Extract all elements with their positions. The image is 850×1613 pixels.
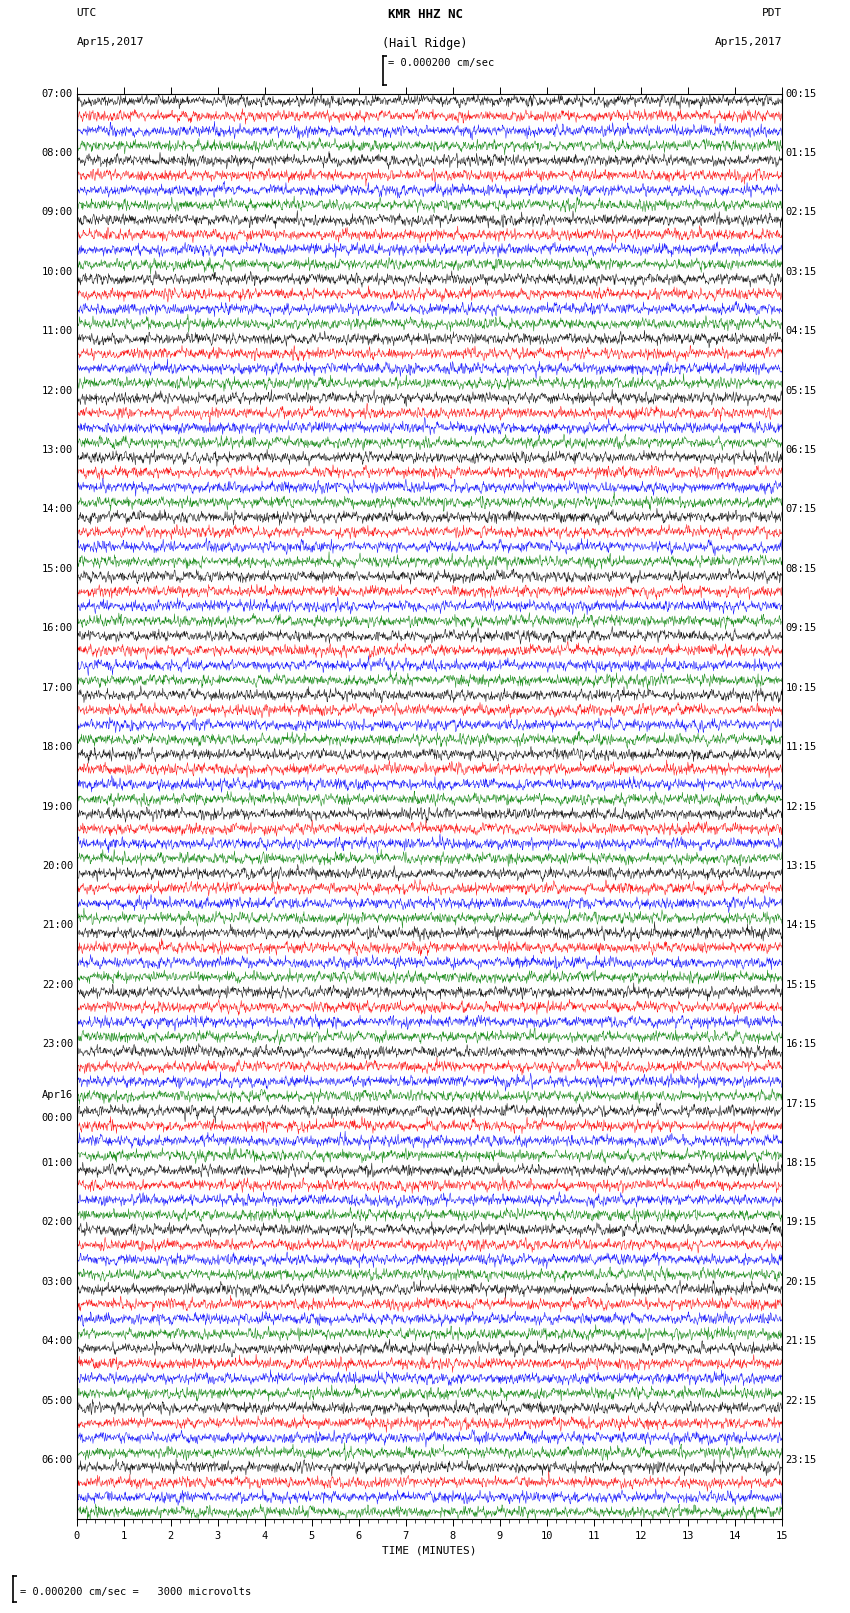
Text: 06:00: 06:00 — [42, 1455, 73, 1465]
Text: 17:00: 17:00 — [42, 682, 73, 692]
Text: 05:00: 05:00 — [42, 1395, 73, 1405]
Text: 20:15: 20:15 — [785, 1277, 817, 1287]
Text: 10:00: 10:00 — [42, 266, 73, 277]
Text: UTC: UTC — [76, 8, 97, 18]
Text: 10:15: 10:15 — [785, 682, 817, 692]
Text: 03:15: 03:15 — [785, 266, 817, 277]
Text: 16:00: 16:00 — [42, 623, 73, 634]
Text: Apr16: Apr16 — [42, 1090, 73, 1100]
Text: 04:00: 04:00 — [42, 1336, 73, 1347]
Text: 03:00: 03:00 — [42, 1277, 73, 1287]
Text: Apr15,2017: Apr15,2017 — [76, 37, 144, 47]
Text: 23:15: 23:15 — [785, 1455, 817, 1465]
Text: 13:15: 13:15 — [785, 861, 817, 871]
Text: = 0.000200 cm/sec: = 0.000200 cm/sec — [388, 58, 494, 68]
Text: 09:15: 09:15 — [785, 623, 817, 634]
Text: 22:15: 22:15 — [785, 1395, 817, 1405]
Text: 00:15: 00:15 — [785, 89, 817, 98]
Text: 05:15: 05:15 — [785, 386, 817, 395]
Text: 08:00: 08:00 — [42, 148, 73, 158]
Text: 15:15: 15:15 — [785, 979, 817, 990]
X-axis label: TIME (MINUTES): TIME (MINUTES) — [382, 1545, 477, 1555]
Text: 21:15: 21:15 — [785, 1336, 817, 1347]
Text: 14:00: 14:00 — [42, 505, 73, 515]
Text: 02:15: 02:15 — [785, 208, 817, 218]
Text: 14:15: 14:15 — [785, 921, 817, 931]
Text: PDT: PDT — [762, 8, 782, 18]
Text: 01:15: 01:15 — [785, 148, 817, 158]
Text: 04:15: 04:15 — [785, 326, 817, 336]
Text: 17:15: 17:15 — [785, 1098, 817, 1108]
Text: 12:15: 12:15 — [785, 802, 817, 811]
Text: 09:00: 09:00 — [42, 208, 73, 218]
Text: 01:00: 01:00 — [42, 1158, 73, 1168]
Text: 13:00: 13:00 — [42, 445, 73, 455]
Text: 18:15: 18:15 — [785, 1158, 817, 1168]
Text: 22:00: 22:00 — [42, 979, 73, 990]
Text: = 0.000200 cm/sec =   3000 microvolts: = 0.000200 cm/sec = 3000 microvolts — [20, 1587, 252, 1597]
Text: 00:00: 00:00 — [42, 1113, 73, 1123]
Text: 19:00: 19:00 — [42, 802, 73, 811]
Text: (Hail Ridge): (Hail Ridge) — [382, 37, 468, 50]
Text: 23:00: 23:00 — [42, 1039, 73, 1048]
Text: 12:00: 12:00 — [42, 386, 73, 395]
Text: 18:00: 18:00 — [42, 742, 73, 752]
Text: 11:15: 11:15 — [785, 742, 817, 752]
Text: 21:00: 21:00 — [42, 921, 73, 931]
Text: 16:15: 16:15 — [785, 1039, 817, 1048]
Text: 19:15: 19:15 — [785, 1218, 817, 1227]
Text: 15:00: 15:00 — [42, 565, 73, 574]
Text: 11:00: 11:00 — [42, 326, 73, 336]
Text: 07:15: 07:15 — [785, 505, 817, 515]
Text: 08:15: 08:15 — [785, 565, 817, 574]
Text: 20:00: 20:00 — [42, 861, 73, 871]
Text: 02:00: 02:00 — [42, 1218, 73, 1227]
Text: 07:00: 07:00 — [42, 89, 73, 98]
Text: Apr15,2017: Apr15,2017 — [715, 37, 782, 47]
Text: 06:15: 06:15 — [785, 445, 817, 455]
Text: KMR HHZ NC: KMR HHZ NC — [388, 8, 462, 21]
